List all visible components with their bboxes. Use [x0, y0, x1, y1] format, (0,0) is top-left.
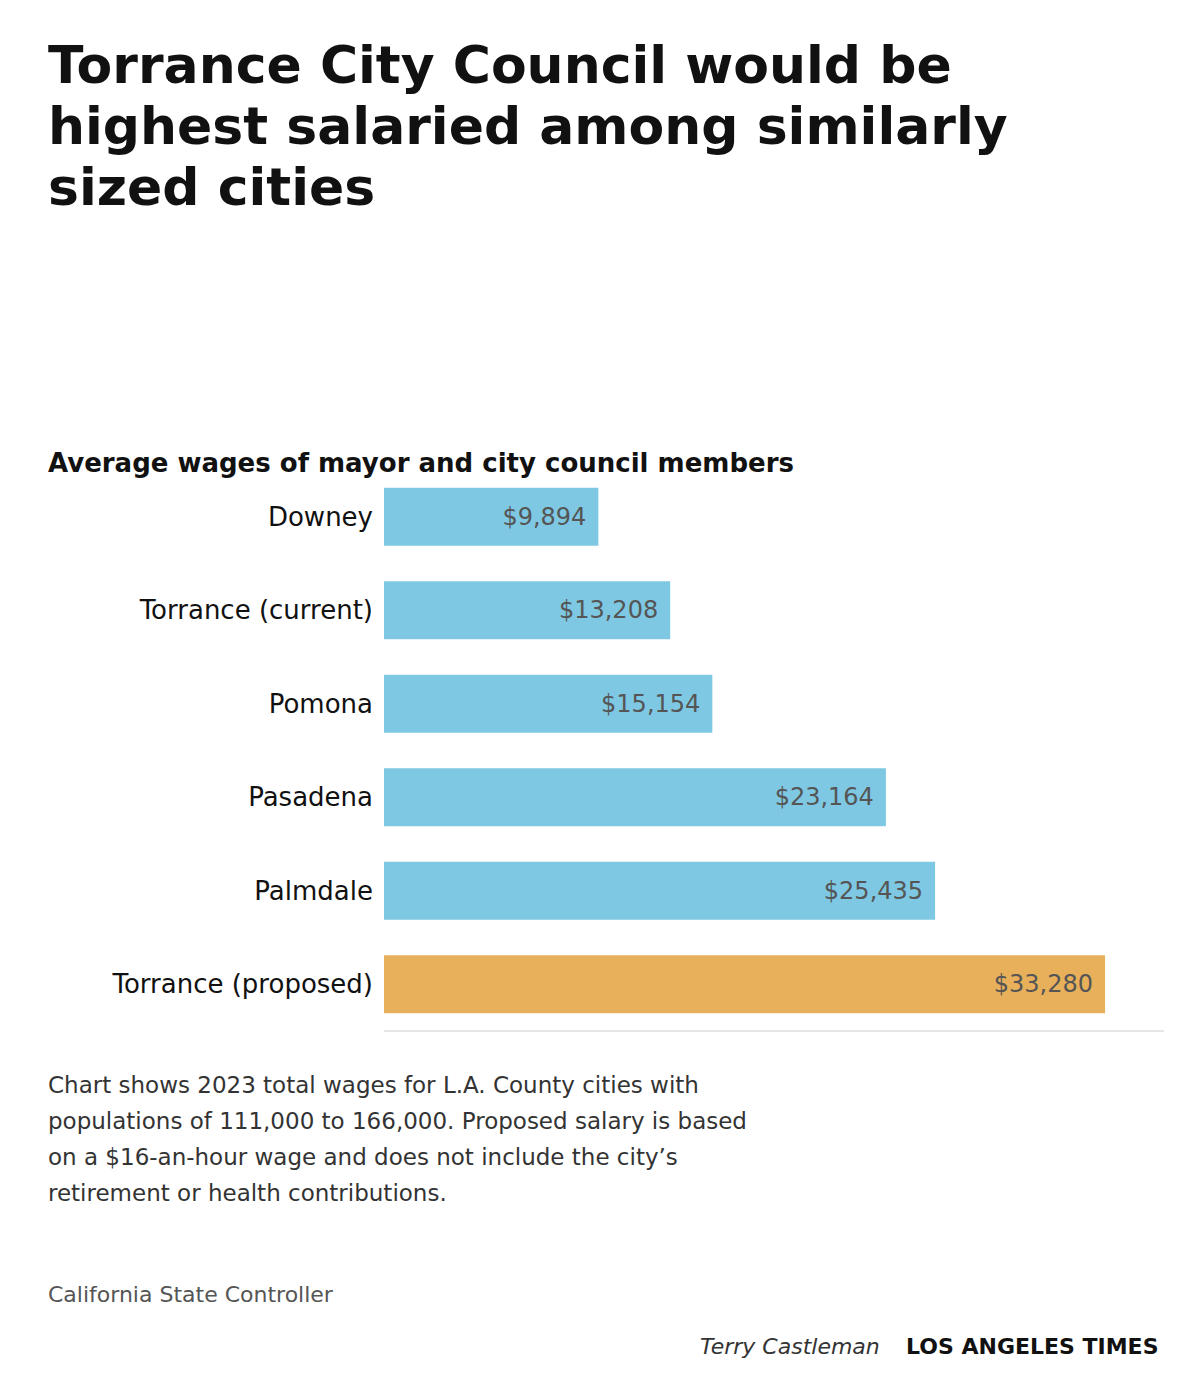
footnote: Chart shows 2023 total wages for L.A. Co…: [48, 1072, 747, 1206]
subtitle: Average wages of mayor and city council …: [48, 448, 794, 478]
text-line: retirement or health contributions.: [48, 1180, 447, 1206]
bar: [384, 862, 935, 920]
data-label: $25,435: [824, 877, 923, 905]
credit-org: LOS ANGELES TIMES: [906, 1334, 1158, 1359]
title: Torrance City Council would behighest sa…: [48, 35, 1008, 217]
category-label: Torrance (current): [139, 595, 373, 625]
text-line: populations of 111,000 to 166,000. Propo…: [48, 1108, 747, 1134]
labels: $9,894 Downey $13,208 Torrance (current) $15…: [111, 502, 1093, 1000]
text-line: Chart shows 2023 total wages for L.A. Co…: [48, 1072, 699, 1098]
bars: [384, 488, 1105, 1013]
data-label: $15,154: [601, 690, 700, 718]
text-line: Average wages of mayor and city council …: [48, 448, 794, 478]
bar: [384, 955, 1105, 1013]
background: [0, 0, 1200, 1384]
text-line: highest salaried among similarly: [48, 96, 1008, 156]
bar: [384, 488, 598, 546]
x-axis-line: [384, 1031, 1164, 1032]
source: California State Controller: [48, 1282, 334, 1307]
data-label: $23,164: [775, 783, 874, 811]
data-label: $33,280: [994, 970, 1093, 998]
category-label: Pomona: [269, 689, 373, 719]
category-label: Pasadena: [248, 782, 373, 812]
text-line: sized cities: [48, 157, 375, 217]
data-label: $9,894: [502, 503, 586, 531]
bar: [384, 675, 712, 733]
bar: [384, 581, 670, 639]
chart-canvas: Torrance City Council would behighest sa…: [0, 0, 1200, 1384]
category-label: Downey: [268, 502, 373, 532]
category-label: Palmdale: [254, 876, 373, 906]
text-line: Torrance City Council would be: [48, 35, 952, 95]
data-label: $13,208: [559, 596, 658, 624]
credit-name: Terry Castleman: [700, 1334, 880, 1359]
text-line: on a $16-an-hour wage and does not inclu…: [48, 1144, 678, 1170]
category-label: Torrance (proposed): [111, 969, 373, 999]
bar: [384, 768, 886, 826]
